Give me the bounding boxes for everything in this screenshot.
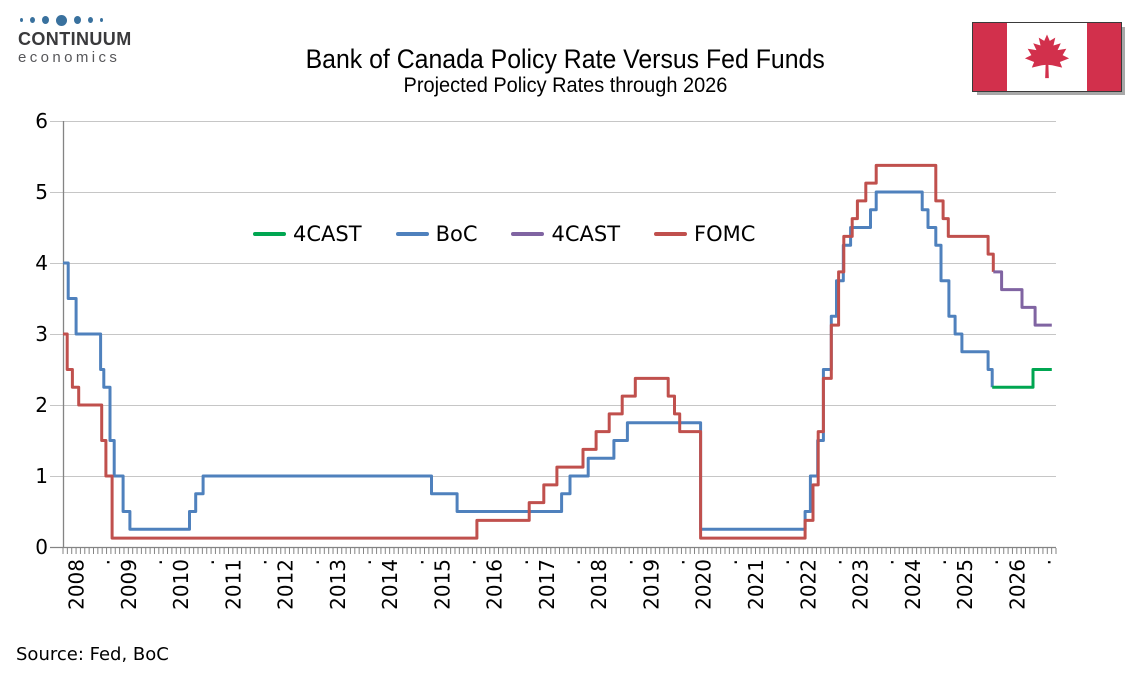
legend-label: BoC [435, 222, 478, 246]
svg-text:.: . [404, 559, 428, 565]
svg-text:2025: 2025 [953, 559, 977, 610]
svg-text:.: . [822, 559, 846, 565]
svg-text:2023: 2023 [849, 559, 873, 610]
svg-text:2011: 2011 [221, 559, 245, 610]
legend-item-4cast-boc: 4CAST [253, 222, 362, 246]
svg-text:2018: 2018 [587, 559, 611, 610]
chart-subtitle: Projected Policy Rates through 2026 [403, 74, 727, 97]
x-axis-labels: 2008. 2009. 2010. 2011. 2012. 2013. 2014. 2015.… [65, 559, 1056, 610]
gridlines [50, 121, 1056, 477]
svg-text:2019: 2019 [639, 559, 663, 610]
svg-text:.: . [927, 559, 951, 565]
legend-swatch-boc [395, 232, 429, 236]
svg-text:0: 0 [35, 535, 48, 559]
svg-text:2022: 2022 [796, 559, 820, 610]
svg-text:2021: 2021 [744, 559, 768, 610]
flag-left-bar [973, 23, 1007, 91]
svg-text:.: . [1031, 559, 1055, 565]
svg-text:.: . [875, 559, 899, 565]
legend-swatch-4cast-fed [511, 232, 545, 236]
svg-text:2009: 2009 [117, 559, 141, 610]
svg-text:2024: 2024 [901, 559, 925, 610]
title-block: Bank of Canada Policy Rate Versus Fed Fu… [150, 44, 980, 98]
legend-item-fomc: FOMC [654, 222, 755, 246]
x-axis-minor-ticks [62, 548, 1057, 554]
legend-item-boc: BoC [395, 222, 478, 246]
svg-text:1: 1 [35, 464, 48, 488]
svg-text:.: . [666, 559, 690, 565]
svg-text:.: . [718, 559, 742, 565]
svg-text:.: . [613, 559, 637, 565]
chart-legend: 4CAST BoC 4CAST FOMC [253, 222, 755, 246]
logo-tagline: economics [18, 49, 121, 66]
svg-text:2010: 2010 [169, 559, 193, 610]
chart-title: Bank of Canada Policy Rate Versus Fed Fu… [305, 44, 825, 74]
legend-swatch-fomc [654, 232, 688, 236]
svg-text:.: . [352, 559, 376, 565]
svg-text:.: . [300, 559, 324, 565]
svg-text:.: . [143, 559, 167, 565]
svg-text:2017: 2017 [535, 559, 559, 610]
y-axis-labels: 0 1 2 3 4 5 6 [35, 109, 48, 559]
legend-label: 4CAST [551, 222, 621, 246]
legend-item-4cast-fed: 4CAST [511, 222, 620, 246]
svg-text:.: . [561, 559, 585, 565]
svg-text:4: 4 [35, 251, 48, 275]
svg-text:6: 6 [35, 109, 48, 133]
legend-label: FOMC [694, 222, 756, 246]
legend-swatch-4cast-boc [253, 232, 286, 236]
svg-text:2008: 2008 [65, 559, 89, 610]
logo-name: CONTINUUM [18, 29, 132, 49]
svg-text:2016: 2016 [483, 559, 507, 610]
svg-text:2014: 2014 [378, 559, 402, 610]
legend-label: 4CAST [293, 222, 362, 246]
maple-leaf-icon [1024, 34, 1070, 79]
svg-text:.: . [457, 559, 481, 565]
canada-flag [972, 22, 1122, 92]
line-fomc_4cast [993, 270, 1052, 327]
svg-text:.: . [91, 559, 115, 565]
svg-text:2013: 2013 [326, 559, 350, 610]
svg-text:2: 2 [35, 393, 48, 417]
logo-dots-icon [20, 14, 148, 26]
svg-text:5: 5 [35, 180, 48, 204]
svg-text:3: 3 [35, 322, 48, 346]
svg-text:.: . [509, 559, 533, 565]
svg-text:2020: 2020 [692, 559, 716, 610]
continuum-economics-logo: CONTINUUM economics [18, 12, 148, 67]
source-note: Source: Fed, BoC [16, 644, 169, 665]
svg-text:.: . [195, 559, 219, 565]
svg-text:2015: 2015 [430, 559, 454, 610]
svg-text:.: . [770, 559, 794, 565]
line-fomc [63, 163, 995, 540]
svg-text:2026: 2026 [1005, 559, 1029, 610]
svg-text:.: . [247, 559, 271, 565]
svg-text:2012: 2012 [274, 559, 298, 610]
flag-right-bar [1087, 23, 1121, 91]
line-boc_4cast [992, 368, 1052, 389]
svg-text:.: . [979, 559, 1003, 565]
